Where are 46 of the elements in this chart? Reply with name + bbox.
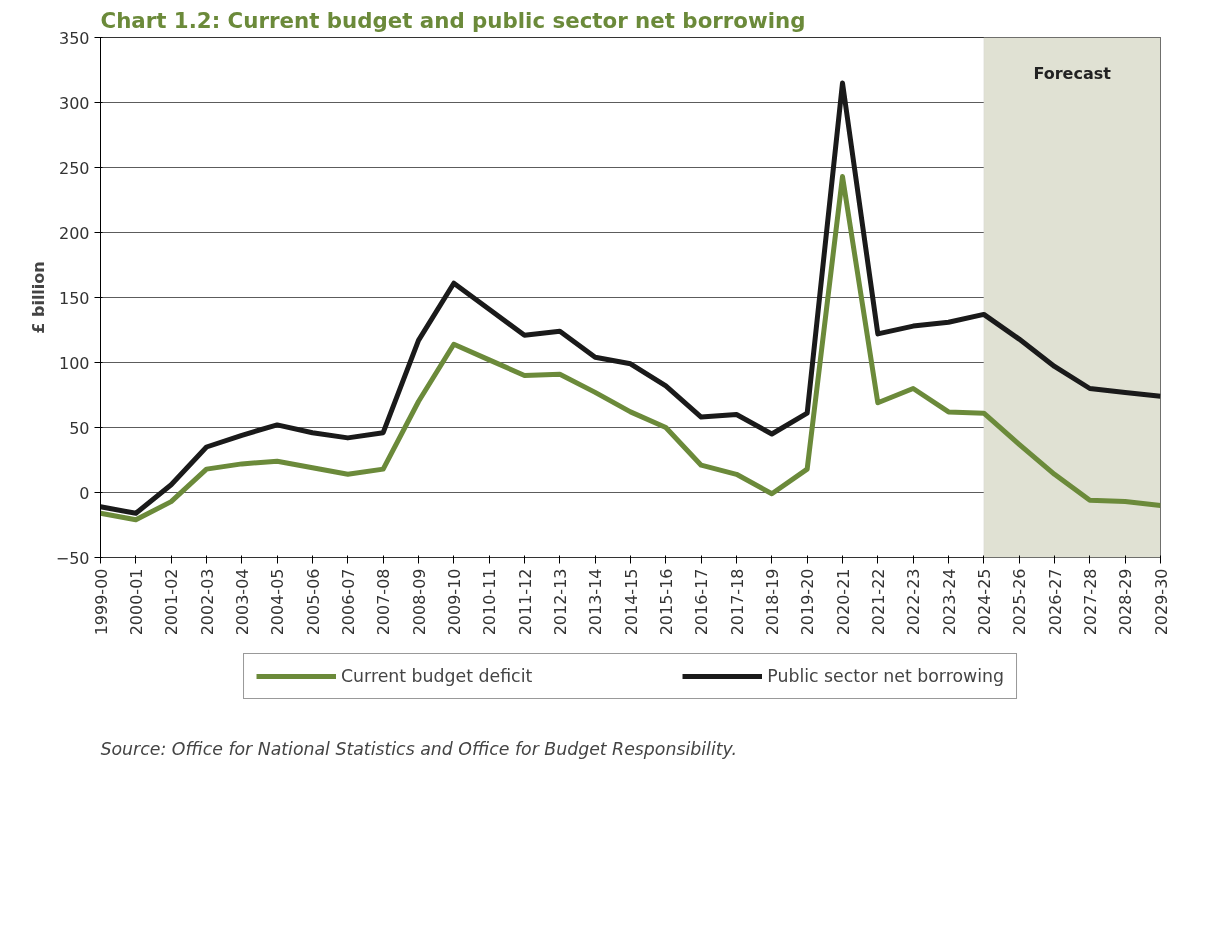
- x-tick-label: 2027-28: [1080, 568, 1100, 636]
- x-tick-label: 2024-25: [974, 568, 994, 636]
- x-tick-label: 2021-22: [868, 568, 888, 636]
- x-tick-label: 2002-03: [197, 568, 217, 636]
- x-tick-label: 2001-02: [162, 568, 182, 636]
- x-tick-label: 2004-05: [268, 568, 288, 636]
- band-label: Forecast: [1033, 63, 1112, 83]
- chart-title: Chart 1.2: Current budget and public sector net borrowing: [100, 7, 806, 33]
- y-tick-label: 300: [58, 93, 90, 113]
- x-tick-label: 2019-20: [798, 568, 818, 636]
- y-axis-title: £ billion: [28, 261, 48, 334]
- y-tick-label: −50: [55, 548, 90, 568]
- x-tick-label: 2022-23: [904, 568, 924, 636]
- x-tick-label: 2026-27: [1045, 568, 1065, 636]
- x-tick-label: 2028-29: [1116, 568, 1136, 636]
- x-tick-label: 2008-09: [409, 568, 429, 636]
- x-tick-label: 2006-07: [338, 568, 358, 636]
- legend-label: Current budget deficit: [341, 666, 533, 686]
- source-note: Source: Office for National Statistics and Office for Budget Responsibility.: [100, 738, 737, 759]
- x-tick-label: 2015-16: [656, 568, 676, 636]
- x-tick-label: 2025-26: [1010, 568, 1030, 636]
- y-tick-label: 50: [69, 418, 90, 438]
- x-tick-label: 1999-00: [91, 568, 111, 636]
- x-tick-label: 2003-04: [232, 568, 252, 636]
- x-tick-label: 2010-11: [480, 568, 500, 636]
- y-tick-label: 150: [58, 288, 90, 308]
- y-tick-label: 350: [58, 28, 90, 48]
- x-tick-label: 2005-06: [303, 568, 323, 636]
- legend-label: Public sector net borrowing: [767, 666, 1004, 686]
- x-tick-label: 2014-15: [621, 568, 641, 636]
- y-tick-label: 0: [79, 483, 90, 503]
- x-tick-label: 2009-10: [444, 568, 464, 636]
- x-tick-label: 2020-21: [833, 568, 853, 636]
- x-tick-label: 2011-12: [515, 568, 535, 636]
- x-tick-label: 2018-19: [762, 568, 782, 636]
- x-tick-label: 2007-08: [374, 568, 394, 636]
- x-tick-label: 2023-24: [939, 568, 959, 636]
- y-tick-label: 200: [58, 223, 90, 243]
- x-tick-label: 2017-18: [727, 568, 747, 636]
- x-tick-label: 2029-30: [1151, 568, 1171, 636]
- x-tick-label: 2013-14: [586, 568, 606, 636]
- x-tick-label: 2000-01: [126, 568, 146, 636]
- x-tick-label: 2016-17: [692, 568, 712, 636]
- y-tick-label: 250: [58, 158, 90, 178]
- y-tick-label: 100: [58, 353, 90, 373]
- x-tick-label: 2012-13: [550, 568, 570, 636]
